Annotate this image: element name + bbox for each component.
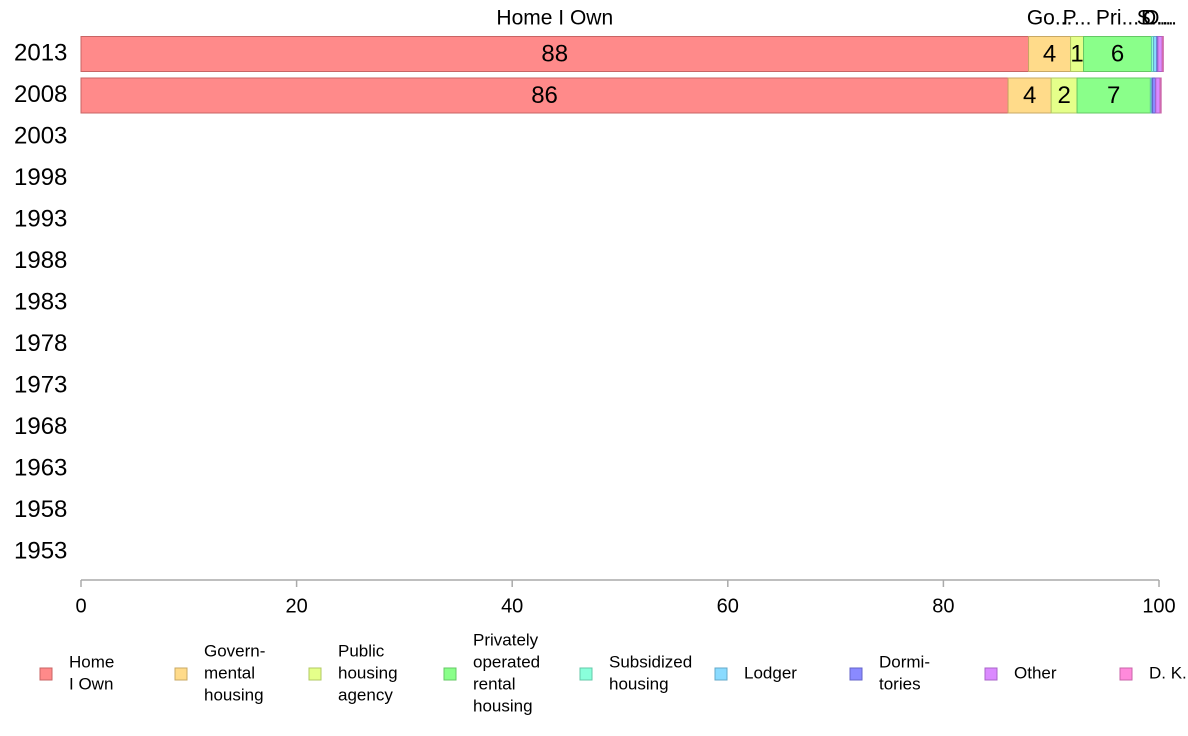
year-label-1998: 1998	[14, 164, 67, 191]
year-label-1988: 1988	[14, 247, 67, 274]
legend-swatch-3	[443, 667, 457, 681]
legend-swatch-2	[308, 667, 322, 681]
top-label-series-4: S...	[1137, 7, 1169, 30]
legend-swatch-6	[849, 667, 863, 681]
x-tick-label-80: 80	[932, 595, 954, 617]
year-label-1973: 1973	[14, 371, 67, 398]
data-label-2013-series-1: 4	[1043, 40, 1056, 67]
data-label-2013-series-2: 1	[1070, 40, 1083, 67]
bars: 88 4 1 686 4 2 7	[80, 36, 1164, 114]
legend-swatch-1	[174, 667, 188, 681]
legend-label-3-line-1: operated	[473, 652, 540, 671]
legend-label-2-line-1: housing	[338, 663, 398, 682]
x-tick-label-20: 20	[285, 595, 307, 617]
year-label-1983: 1983	[14, 288, 67, 315]
year-label-1963: 1963	[14, 454, 67, 481]
bar-2013-series-0	[80, 36, 1030, 72]
legend-label-6-line-0: Dormi-	[879, 652, 930, 671]
x-tick-label-60: 60	[717, 595, 739, 617]
top-label-series-3: Pri...	[1096, 7, 1139, 30]
year-label-2013: 2013	[14, 39, 67, 66]
legend-swatch-7	[984, 667, 998, 681]
legend-label-2-line-0: Public	[338, 641, 385, 660]
year-label-1993: 1993	[14, 205, 67, 232]
legend-label-3-line-3: housing	[473, 696, 533, 715]
x-tick-label-100: 100	[1142, 595, 1175, 617]
data-label-2008-series-0: 86	[531, 82, 558, 109]
top-label-series-2: P...	[1063, 7, 1092, 30]
top-label-series-6: D...	[1141, 7, 1174, 30]
top-label-series-0: Home I Own	[496, 7, 613, 30]
legend-swatch-5	[714, 667, 728, 681]
legend: Home I Own Govern-mental housing Public hous…	[39, 630, 1187, 715]
legend-label-8-line-0: D. K.	[1149, 663, 1187, 682]
legend-label-3-line-0: Privately	[473, 630, 539, 649]
legend-label-1-line-2: housing	[204, 685, 264, 704]
legend-label-2-line-2: agency	[338, 685, 393, 704]
legend-swatch-0	[39, 667, 53, 681]
year-label-2008: 2008	[14, 81, 67, 108]
legend-label-4-line-1: housing	[609, 674, 669, 693]
bar-2013-series-1	[1028, 36, 1072, 72]
legend-label-7-line-0: Other	[1014, 663, 1057, 682]
x-tick-label-40: 40	[501, 595, 523, 617]
bar-2008-series-8	[1159, 77, 1162, 114]
data-label-2008-series-1: 4	[1023, 82, 1036, 109]
legend-label-3-line-2: rental	[473, 674, 516, 693]
legend-label-0-line-0: Home	[69, 652, 114, 671]
bar-2008-series-3	[1076, 77, 1151, 114]
bar-2013-series-8	[1161, 36, 1164, 72]
x-axis: 0 20 40 60 80 100	[75, 579, 1176, 617]
year-axis-labels: 2013 2008 2003 1998 1993 1988 1983 1978 1973 1968…	[14, 39, 67, 564]
bar-2008-series-7	[1155, 77, 1161, 114]
data-label-2013-series-0: 88	[541, 40, 568, 67]
data-label-2008-series-2: 2	[1057, 82, 1070, 109]
legend-label-1-line-1: mental	[204, 663, 255, 682]
year-label-1978: 1978	[14, 330, 67, 357]
data-label-2008-series-3: 7	[1107, 82, 1120, 109]
legend-label-5-line-0: Lodger	[744, 663, 797, 682]
bar-2008-series-1	[1007, 77, 1052, 114]
data-label-2013-series-3: 6	[1111, 40, 1124, 67]
bar-2008-series-0	[80, 77, 1009, 114]
legend-label-6-line-1: tories	[879, 674, 921, 693]
top-label-series-7: O...	[1143, 7, 1177, 30]
top-category-labels: Home I Own Go...P... Pri...S...D...O...	[496, 7, 1177, 30]
year-label-2003: 2003	[14, 122, 67, 149]
legend-swatch-8	[1119, 667, 1133, 681]
legend-label-4-line-0: Subsidized	[609, 652, 692, 671]
legend-swatch-4	[579, 667, 593, 681]
year-label-1958: 1958	[14, 496, 67, 523]
legend-label-1-line-0: Govern-	[204, 641, 265, 660]
bar-2008-series-2	[1050, 77, 1078, 114]
top-label-series-1: Go...	[1027, 7, 1073, 30]
legend-label-0-line-1: I Own	[69, 674, 113, 693]
year-label-1968: 1968	[14, 413, 67, 440]
year-label-1953: 1953	[14, 537, 67, 564]
x-tick-label-0: 0	[75, 595, 86, 617]
bar-2013-series-7	[1157, 36, 1163, 72]
